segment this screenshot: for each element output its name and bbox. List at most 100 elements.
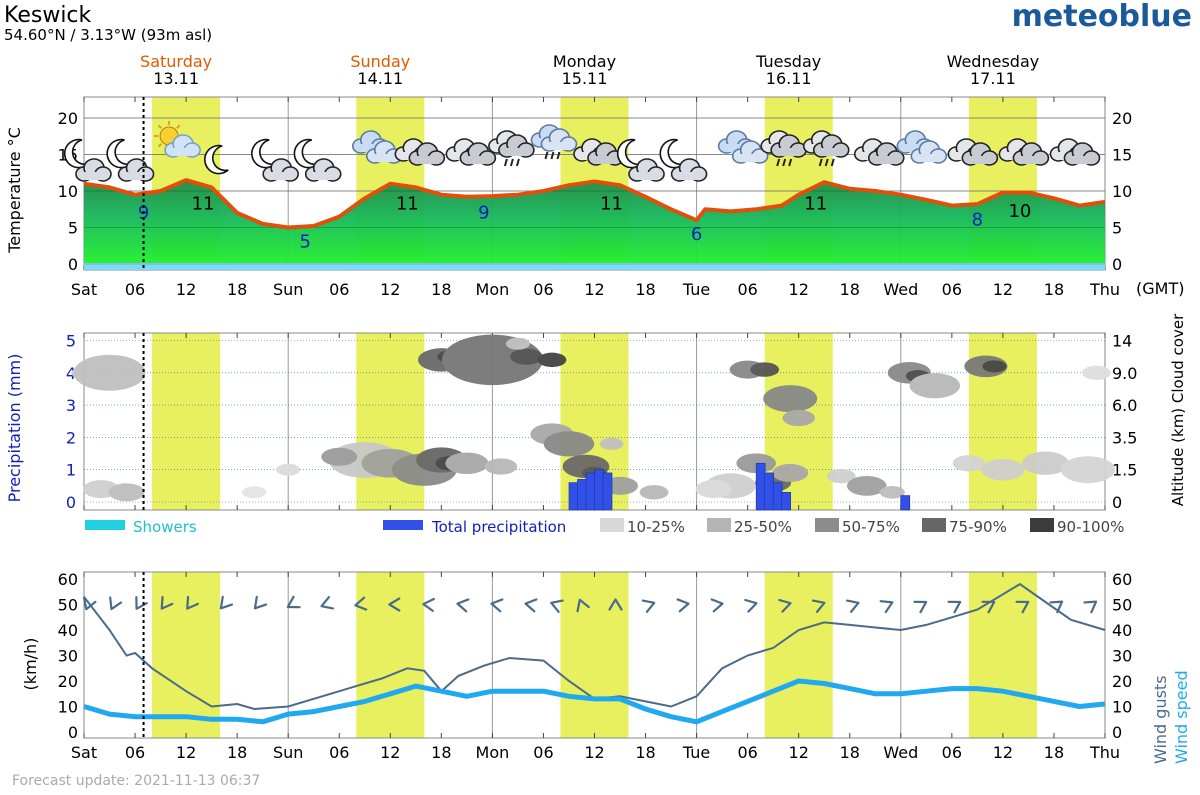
cloud-cover-blob xyxy=(909,373,961,399)
cloud-cover-blob xyxy=(981,458,1025,481)
cloud-dark-icon xyxy=(1049,138,1101,166)
wind-direction-icon xyxy=(286,595,301,609)
cloud-ytick: 1.5 xyxy=(1112,461,1137,480)
x-tick-label: 18 xyxy=(635,280,655,299)
wind-direction-icon xyxy=(778,598,792,613)
cloud-rain-icon xyxy=(802,130,850,167)
wind-ytick-left: 20 xyxy=(58,672,78,691)
x-tick-label: 12 xyxy=(584,280,604,299)
x-tick-label: Sun xyxy=(273,743,303,762)
precip-ytick: 5 xyxy=(66,332,76,351)
precip-bar xyxy=(764,472,774,511)
wind-direction-icon xyxy=(981,600,996,614)
precipitation-panel: 0 0 1 1.5 2 3.5 3 6.0 4 9.0 5 14 xyxy=(66,332,1138,513)
wind-ytick-right: 50 xyxy=(1112,596,1132,615)
x-tick-label: 06 xyxy=(125,280,145,299)
x-tick-label: Thu xyxy=(1089,743,1120,762)
x-tick-label: 06 xyxy=(942,743,962,762)
wind-ytick-left: 30 xyxy=(58,647,78,666)
precip-bar xyxy=(602,472,613,511)
cloud-dark-icon xyxy=(445,138,497,166)
legend: Showers Total precipitation 10-25% 25-50… xyxy=(85,518,1124,536)
x-tick-label: 06 xyxy=(737,280,757,299)
x-tick-label: 18 xyxy=(227,280,247,299)
cloud-icon xyxy=(896,130,948,164)
cloud-icon xyxy=(351,130,403,164)
moon-cloud-icon xyxy=(293,138,342,182)
wind-direction-icon xyxy=(676,598,690,613)
x-tick-label: 18 xyxy=(227,743,247,762)
temp-max-label: 11 xyxy=(192,194,215,215)
day-date-1: 14.11 xyxy=(357,69,403,88)
temp-ytick-right: 0 xyxy=(1112,255,1122,274)
moon-icon xyxy=(204,144,229,175)
wind-panel: 0 0 10 10 20 20 30 30 40 40 50 50 60 60 Sat 06 12 18 Sun 06… xyxy=(58,570,1133,762)
cloud-cover-blob xyxy=(826,468,856,484)
x-tick-label: Wed xyxy=(883,280,918,299)
cloud-cover-blob xyxy=(1060,456,1115,484)
wind-direction-icon xyxy=(320,596,335,610)
precip-ylabel: Precipitation (mm) xyxy=(5,354,24,503)
cloud-cover-blob xyxy=(543,431,595,457)
wind-direction-icon xyxy=(641,599,656,613)
x-tick-label: 18 xyxy=(431,280,451,299)
daylight-band xyxy=(356,572,425,738)
day-name-0: Saturday xyxy=(140,52,212,71)
wind-direction-icon xyxy=(388,597,401,612)
wind-ytick-right: 40 xyxy=(1112,621,1132,640)
location-coords: 54.60°N / 3.13°W (93m asl) xyxy=(4,26,212,44)
legend-cloud-1-label: 10-25% xyxy=(627,518,685,536)
temperature-line xyxy=(83,178,1106,230)
x-tick-label: 06 xyxy=(737,743,757,762)
cloud-cover-blob xyxy=(772,463,809,482)
daylight-band xyxy=(560,572,629,738)
wind-direction-icon xyxy=(576,598,590,613)
temp-ytick-left: 0 xyxy=(68,255,78,274)
precip-bar xyxy=(755,462,766,511)
wind-direction-icon xyxy=(879,600,894,614)
cloud-cover-blob xyxy=(1022,451,1069,475)
daylight-band xyxy=(764,572,833,738)
location-name: Keswick xyxy=(4,3,92,28)
legend-cloud-2-label: 25-50% xyxy=(734,518,792,536)
precip-ytick: 0 xyxy=(66,493,76,512)
cloud-dark-icon xyxy=(947,138,999,166)
brand-logo: meteoblue xyxy=(1012,0,1192,34)
x-tick-label: 18 xyxy=(635,743,655,762)
wind-direction-icon xyxy=(1083,600,1098,614)
temp-ytick-left: 10 xyxy=(58,182,78,201)
wind-direction-icon xyxy=(456,598,470,613)
legend-showers-label: Showers xyxy=(133,518,197,536)
legend-cloud-4-swatch xyxy=(922,518,946,532)
wind-direction-icon xyxy=(219,595,234,610)
cloud-cover-blob xyxy=(505,337,530,350)
x-tick-label: Sun xyxy=(273,280,303,299)
cloud-cover-blob xyxy=(782,409,815,427)
precip-ytick: 4 xyxy=(66,364,76,383)
precip-bar xyxy=(594,469,604,511)
wind-direction-icon xyxy=(253,595,268,610)
cloud-cover-blob xyxy=(445,452,489,475)
precip-bar xyxy=(585,472,596,511)
legend-precip-label: Total precipitation xyxy=(431,518,566,536)
precip-ytick: 3 xyxy=(66,396,76,415)
temp-ytick-right: 10 xyxy=(1112,182,1132,201)
precip-bar xyxy=(568,482,579,511)
precip-bar xyxy=(772,482,783,511)
cloud-rain-icon xyxy=(488,130,535,167)
day-date-0: 13.11 xyxy=(153,69,199,88)
x-tick-label: 12 xyxy=(789,743,809,762)
sun-cloud-icon xyxy=(154,121,201,158)
wind-direction-icon xyxy=(1049,600,1064,614)
wind-direction-icon xyxy=(550,599,564,613)
day-name-1: Sunday xyxy=(350,52,410,71)
day-name-3: Tuesday xyxy=(755,52,821,71)
day-date-4: 17.11 xyxy=(970,69,1016,88)
moon-cloud-icon xyxy=(251,138,299,182)
temp-ytick-left: 20 xyxy=(58,109,78,128)
wind-direction-icon xyxy=(422,597,435,613)
precip-bar xyxy=(781,492,791,511)
wind-gust-line xyxy=(83,582,1106,711)
x-tick-label: Sat xyxy=(71,743,97,762)
